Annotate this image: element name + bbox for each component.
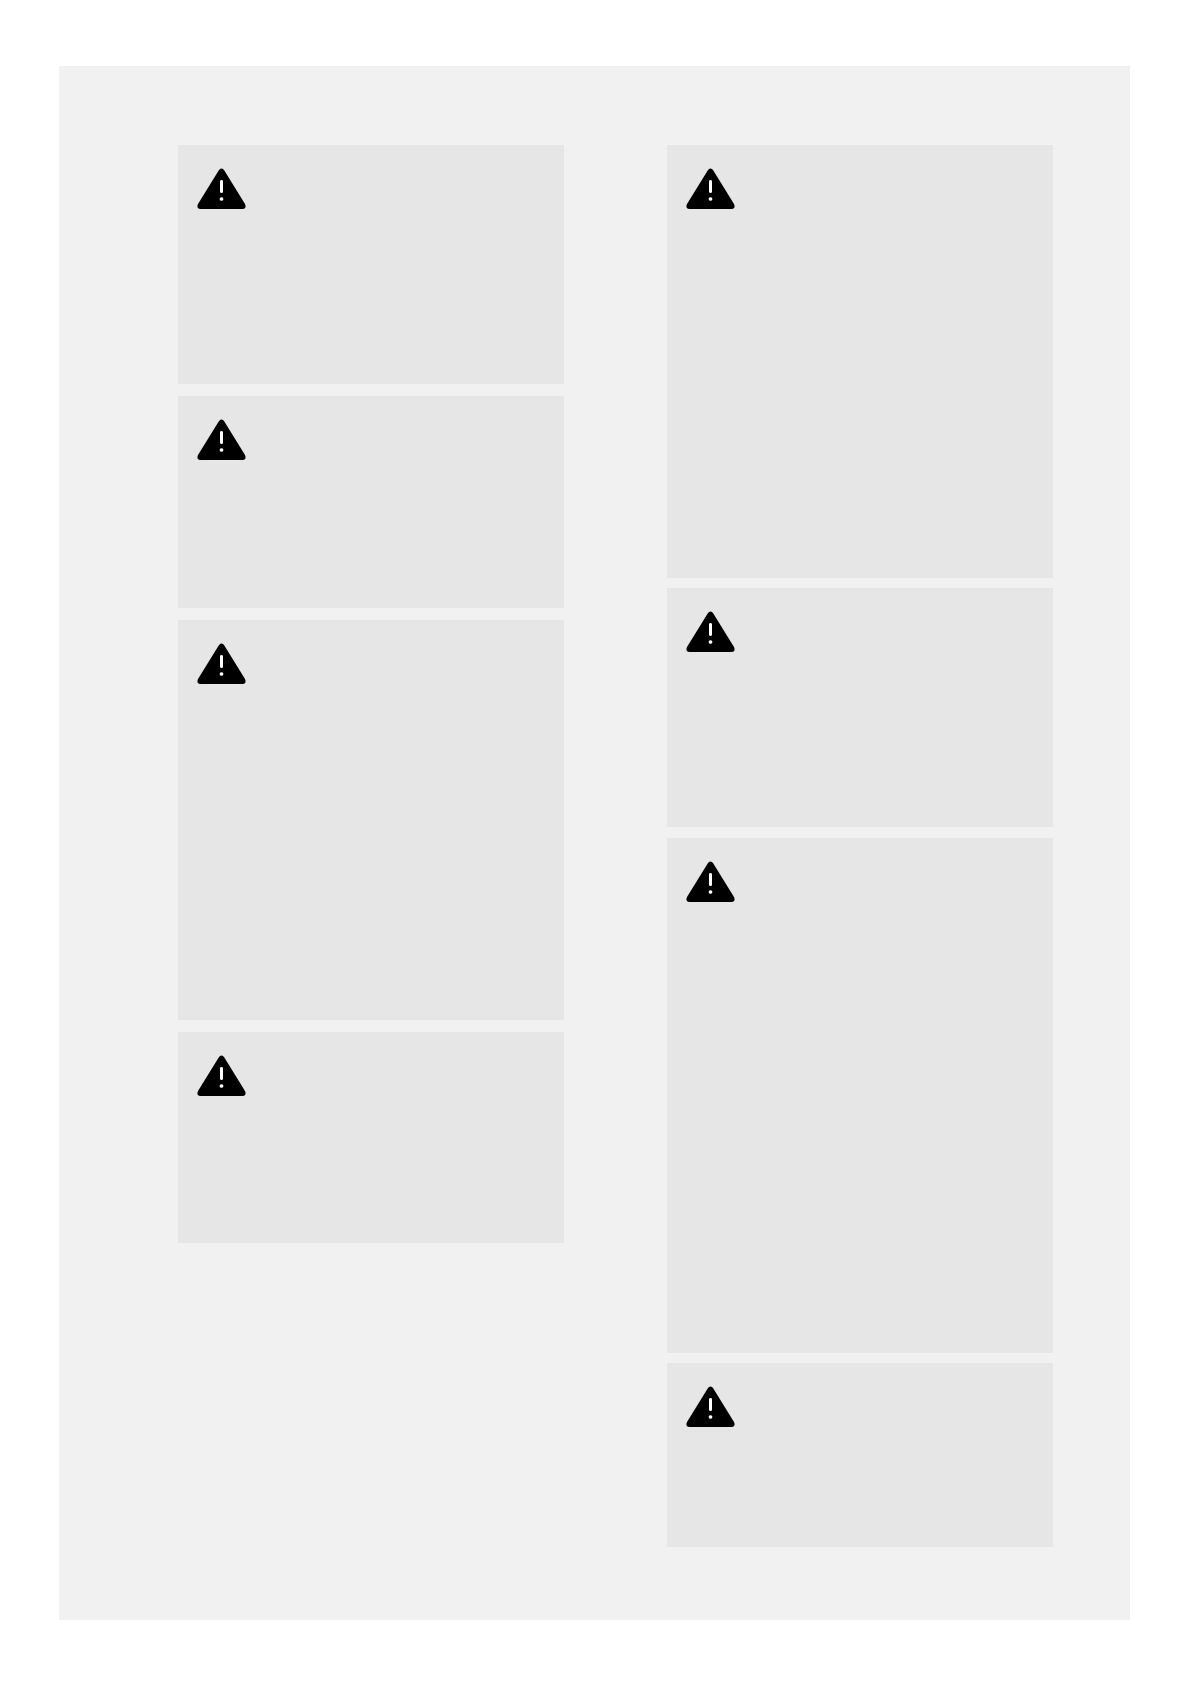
warning-card [178,145,564,384]
warning-card [667,588,1053,827]
page-panel [59,66,1130,1620]
warning-icon [686,168,735,209]
warning-card [178,396,564,608]
warning-card [178,1032,564,1243]
warning-icon [686,611,735,652]
warning-card [178,620,564,1020]
warning-icon [686,861,735,902]
warning-icon [197,643,246,684]
warning-icon [197,168,246,209]
warning-icon [197,1055,246,1096]
warning-card [667,838,1053,1353]
warning-card [667,1363,1053,1547]
warning-card [667,145,1053,578]
warning-icon [197,419,246,460]
warning-icon [686,1386,735,1427]
